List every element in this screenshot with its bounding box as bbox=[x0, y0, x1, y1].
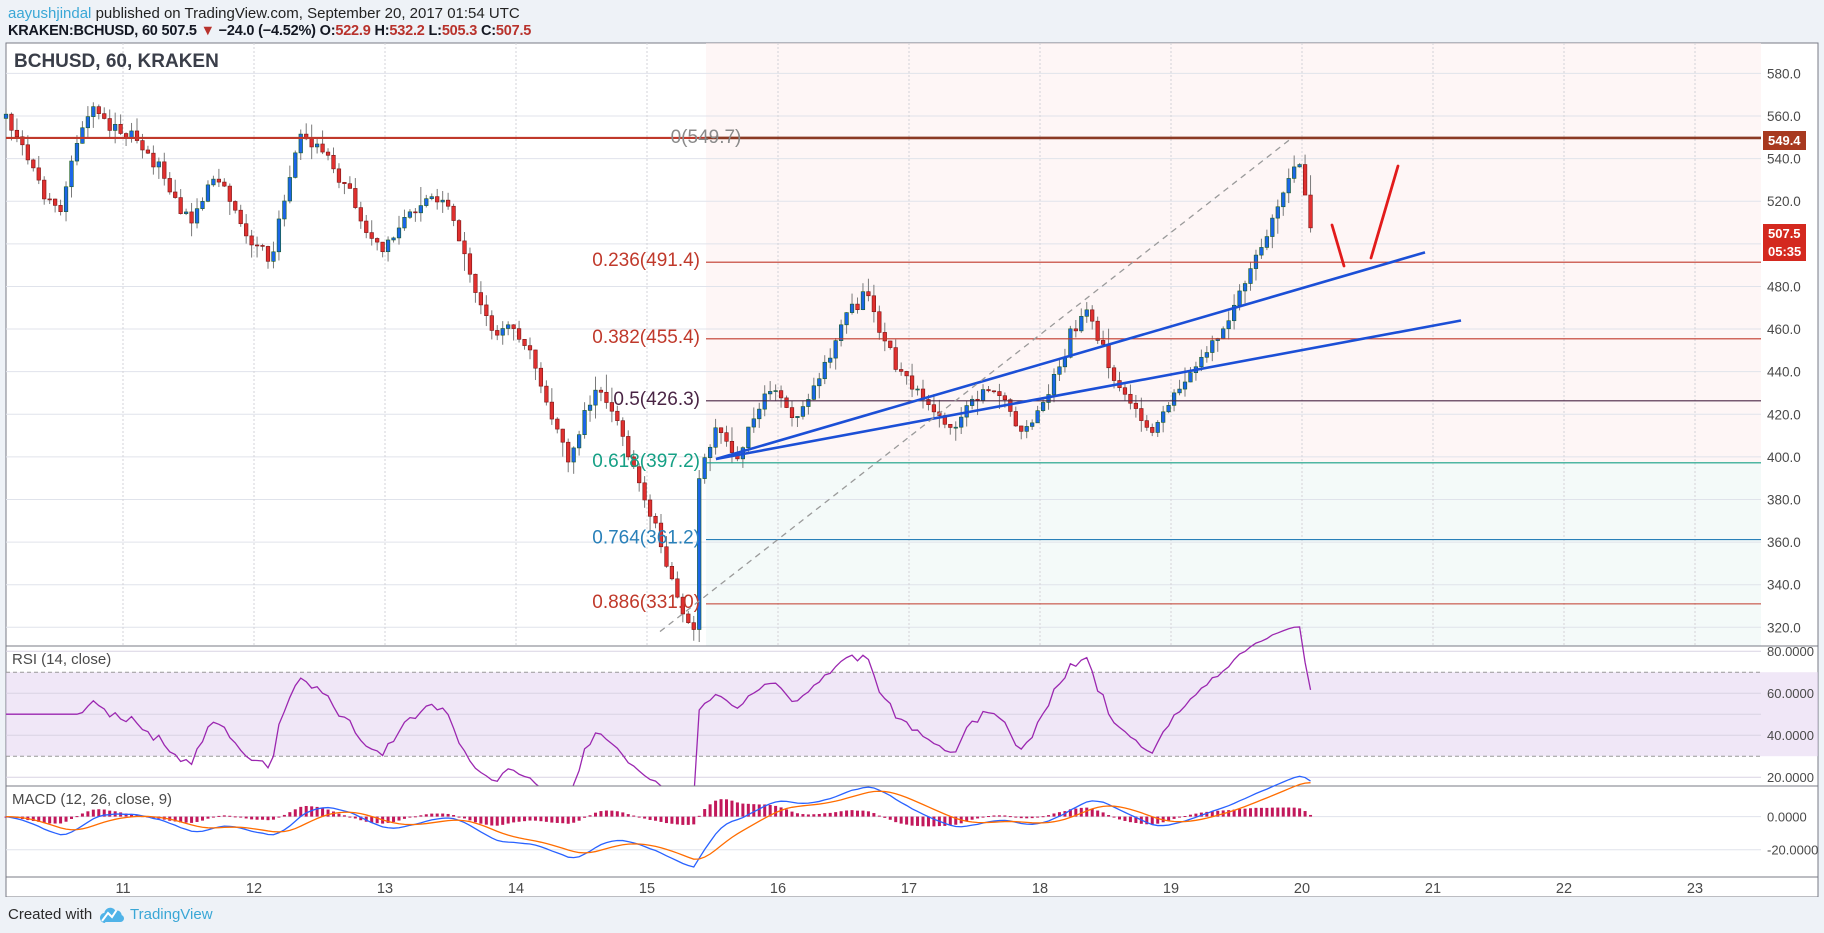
svg-text:21: 21 bbox=[1425, 881, 1441, 897]
svg-text:420.0: 420.0 bbox=[1767, 407, 1801, 422]
svg-text:17: 17 bbox=[901, 881, 917, 897]
svg-text:460.0: 460.0 bbox=[1767, 322, 1801, 337]
svg-text:520.0: 520.0 bbox=[1767, 194, 1801, 209]
svg-text:0.0000: 0.0000 bbox=[1767, 810, 1807, 825]
svg-text:540.0: 540.0 bbox=[1767, 152, 1801, 167]
svg-text:0.382(455.4): 0.382(455.4) bbox=[592, 327, 700, 348]
svg-text:20: 20 bbox=[1294, 881, 1310, 897]
svg-text:MACD (12, 26, close, 9): MACD (12, 26, close, 9) bbox=[12, 791, 172, 808]
svg-text:22: 22 bbox=[1556, 881, 1572, 897]
svg-text:580.0: 580.0 bbox=[1767, 66, 1801, 81]
svg-text:400.0: 400.0 bbox=[1767, 450, 1801, 465]
svg-text:340.0: 340.0 bbox=[1767, 578, 1801, 593]
svg-text:0.5(426.3): 0.5(426.3) bbox=[613, 389, 700, 410]
svg-text:560.0: 560.0 bbox=[1767, 109, 1801, 124]
svg-text:12: 12 bbox=[246, 881, 262, 897]
svg-text:320.0: 320.0 bbox=[1767, 620, 1801, 635]
svg-text:RSI (14, close): RSI (14, close) bbox=[12, 651, 111, 668]
svg-text:480.0: 480.0 bbox=[1767, 279, 1801, 294]
svg-text:15: 15 bbox=[639, 881, 655, 897]
svg-text:40.0000: 40.0000 bbox=[1767, 728, 1814, 743]
svg-text:60.0000: 60.0000 bbox=[1767, 686, 1814, 701]
svg-text:360.0: 360.0 bbox=[1767, 535, 1801, 550]
svg-text:0.764(361.2): 0.764(361.2) bbox=[592, 528, 700, 549]
svg-text:0(549.7): 0(549.7) bbox=[671, 127, 742, 148]
svg-text:18: 18 bbox=[1032, 881, 1048, 897]
svg-text:23: 23 bbox=[1687, 881, 1703, 897]
svg-text:16: 16 bbox=[770, 881, 786, 897]
svg-text:20.0000: 20.0000 bbox=[1767, 770, 1814, 785]
svg-text:11: 11 bbox=[115, 881, 130, 897]
svg-text:380.0: 380.0 bbox=[1767, 492, 1801, 507]
svg-text:0.236(491.4): 0.236(491.4) bbox=[592, 250, 700, 271]
svg-text:19: 19 bbox=[1163, 881, 1179, 897]
svg-text:0.618(397.2): 0.618(397.2) bbox=[592, 451, 700, 472]
svg-text:BCHUSD, 60, KRAKEN: BCHUSD, 60, KRAKEN bbox=[14, 51, 219, 72]
svg-text:14: 14 bbox=[508, 881, 524, 897]
svg-text:80.0000: 80.0000 bbox=[1767, 644, 1814, 659]
svg-text:0.886(331.0): 0.886(331.0) bbox=[592, 592, 700, 613]
svg-text:-20.0000: -20.0000 bbox=[1767, 843, 1818, 858]
svg-text:440.0: 440.0 bbox=[1767, 365, 1801, 380]
svg-text:13: 13 bbox=[377, 881, 393, 897]
